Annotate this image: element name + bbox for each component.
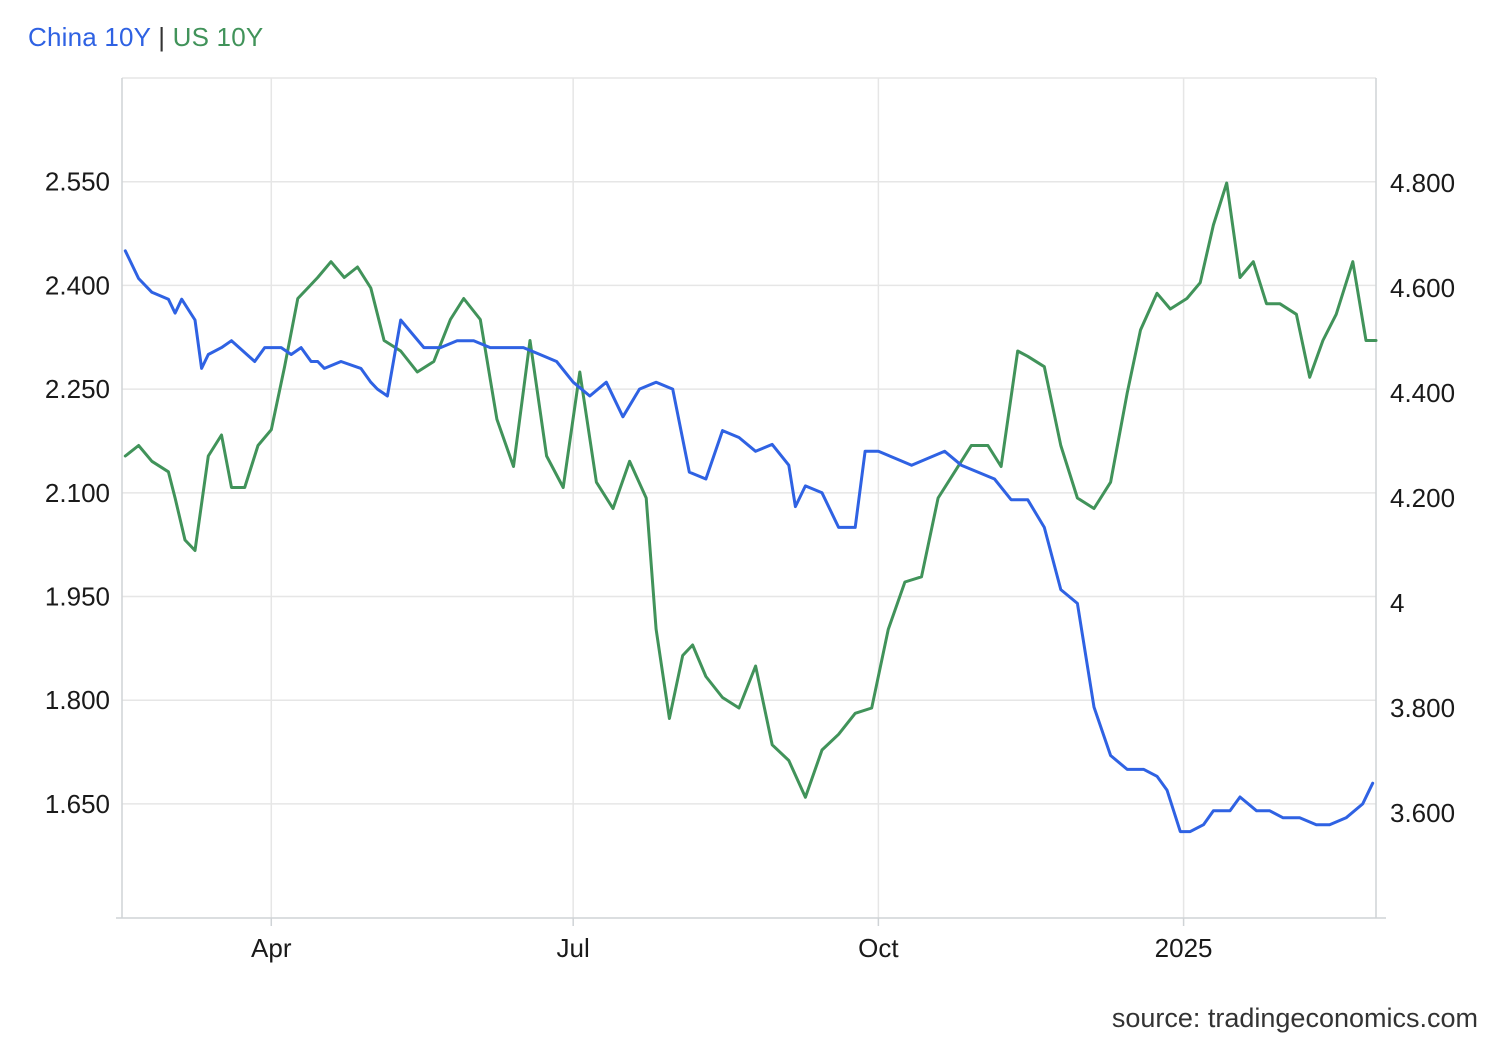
- axes: [116, 78, 1386, 926]
- series-line-china-10y[interactable]: [123, 249, 1375, 834]
- right-tick-label: 4.400: [1390, 378, 1455, 408]
- chart-legend: China 10Y | US 10Y: [28, 22, 263, 53]
- grid-lines: [122, 77, 1376, 918]
- left-tick-label: 2.550: [45, 167, 110, 197]
- line-chart: 1.650 1.800 1.950 2.100 2.250 2.400 2.550 3.60…: [45, 77, 1455, 963]
- left-tick-label: 1.950: [45, 582, 110, 612]
- right-tick-label: 4: [1390, 588, 1404, 618]
- left-tick-label: 1.800: [45, 685, 110, 715]
- right-tick-label: 4.600: [1390, 273, 1455, 303]
- left-axis-ticks: 1.650 1.800 1.950 2.100 2.250 2.400 2.550: [45, 167, 110, 819]
- left-tick-label: 1.650: [45, 789, 110, 819]
- series-line-us-10y[interactable]: [123, 181, 1378, 799]
- legend-item-china-10y[interactable]: China 10Y: [28, 22, 151, 52]
- right-tick-label: 4.800: [1390, 168, 1455, 198]
- right-tick-label: 4.200: [1390, 483, 1455, 513]
- right-axis-ticks: 3.600 3.800 4 4.200 4.400 4.600 4.800: [1390, 168, 1455, 828]
- x-tick-label: Oct: [858, 933, 899, 963]
- x-axis-ticks: Apr Jul Oct 2025: [251, 933, 1212, 963]
- left-tick-label: 2.400: [45, 270, 110, 300]
- right-tick-label: 3.800: [1390, 693, 1455, 723]
- source-credit: source: tradingeconomics.com: [1111, 1003, 1478, 1033]
- x-tick-label: 2025: [1155, 933, 1213, 963]
- right-tick-label: 3.600: [1390, 798, 1455, 828]
- left-tick-label: 2.250: [45, 374, 110, 404]
- legend-separator: |: [158, 22, 166, 52]
- legend-item-us-10y[interactable]: US 10Y: [172, 22, 264, 52]
- x-tick-label: Jul: [557, 933, 590, 963]
- left-tick-label: 2.100: [45, 478, 110, 508]
- series-lines: [123, 181, 1378, 834]
- x-tick-label: Apr: [251, 933, 292, 963]
